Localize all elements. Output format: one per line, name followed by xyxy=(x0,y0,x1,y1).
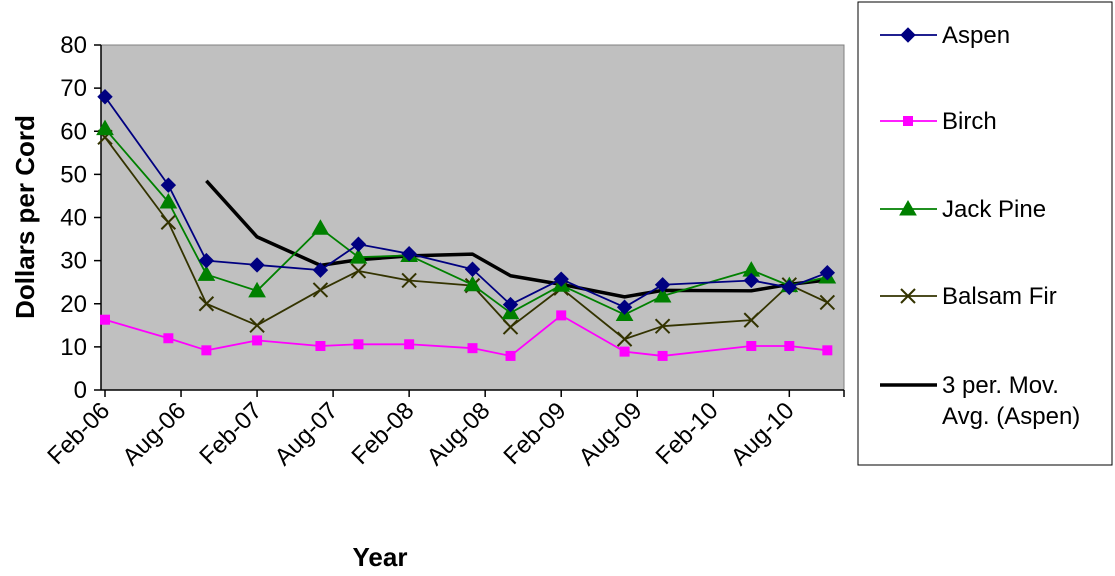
y-axis-title: Dollars per Cord xyxy=(10,115,40,319)
x-tick-label: Feb-10 xyxy=(651,397,724,470)
data-point-jack-pine xyxy=(311,219,330,235)
x-axis-title: Year xyxy=(353,542,408,572)
data-point-birch xyxy=(746,341,757,352)
data-point-birch xyxy=(315,341,326,352)
y-tick-label: 50 xyxy=(60,161,87,188)
x-tick-label: Aug-10 xyxy=(726,397,800,471)
data-point-birch xyxy=(784,341,795,352)
data-point-aspen xyxy=(312,262,329,278)
data-point-aspen xyxy=(819,264,836,281)
data-point-jack-pine xyxy=(463,275,482,292)
data-point-balsam-fir xyxy=(616,331,633,347)
y-tick-label: 0 xyxy=(74,377,87,404)
data-point-birch xyxy=(619,346,630,357)
plot-area xyxy=(100,44,845,391)
y-tick-label: 80 xyxy=(60,32,87,59)
x-tick-label: Feb-07 xyxy=(194,397,267,470)
data-point-balsam-fir xyxy=(198,296,215,312)
data-point-aspen xyxy=(160,177,177,193)
legend-swatch-marker xyxy=(903,116,913,126)
data-point-jack-pine xyxy=(349,248,368,264)
data-point-balsam-fir xyxy=(654,318,671,334)
data-point-birch xyxy=(404,339,415,350)
series-aspen xyxy=(97,89,836,315)
data-point-birch xyxy=(252,335,263,346)
data-point-aspen xyxy=(249,257,265,273)
x-tick-label: Feb-08 xyxy=(347,397,420,470)
data-point-balsam-fir xyxy=(350,263,367,279)
legend-label: 3 per. Mov. xyxy=(942,372,1059,399)
data-point-balsam-fir xyxy=(160,214,177,230)
data-point-balsam-fir xyxy=(502,319,519,335)
data-point-birch xyxy=(100,314,110,325)
data-point-aspen xyxy=(616,299,633,315)
data-point-birch xyxy=(556,310,567,321)
data-point-balsam-fir xyxy=(401,272,417,289)
legend-label: Avg. (Aspen) xyxy=(942,403,1080,430)
x-axis: Feb-06 Aug-06 Feb-07 Aug-07 Feb-08 Aug-08 Feb-… xyxy=(42,389,845,471)
legend-item-birch: Birch xyxy=(880,108,997,135)
data-point-aspen xyxy=(654,277,671,293)
data-point-balsam-fir xyxy=(743,312,760,328)
data-point-aspen xyxy=(198,252,215,269)
legend-item-jack-pine: Jack Pine xyxy=(880,196,1046,223)
y-tick-label: 20 xyxy=(60,291,87,318)
y-tick-label: 40 xyxy=(60,205,87,232)
x-tick-label: Aug-08 xyxy=(422,397,496,471)
x-tick-label: Aug-06 xyxy=(117,397,191,471)
y-tick-label: 30 xyxy=(60,248,87,275)
legend-item-balsam-fir: Balsam Fir xyxy=(880,283,1057,310)
data-point-aspen xyxy=(743,272,760,289)
data-point-birch xyxy=(657,350,668,361)
legend-swatch-marker xyxy=(900,27,916,43)
data-point-birch xyxy=(201,345,212,356)
data-point-birch xyxy=(467,343,478,354)
x-tick-label: Aug-09 xyxy=(574,397,648,471)
x-tick-label: Aug-07 xyxy=(270,397,344,471)
data-point-birch xyxy=(163,333,174,344)
series-layer xyxy=(96,89,837,361)
data-point-aspen xyxy=(781,279,798,296)
data-point-jack-pine xyxy=(653,286,672,303)
data-point-aspen xyxy=(553,271,569,287)
data-point-jack-pine xyxy=(159,192,178,209)
x-tick-label: Feb-09 xyxy=(499,397,572,470)
data-point-balsam-fir xyxy=(819,294,836,311)
legend-item-aspen: Aspen xyxy=(880,22,1010,49)
legend-swatch-marker xyxy=(899,199,917,216)
legend-item-3-per-mov-avg-aspen: 3 per. Mov. Avg. (Aspen) xyxy=(880,372,1080,430)
data-point-birch xyxy=(822,345,833,356)
series-birch xyxy=(100,310,833,361)
y-tick-label: 60 xyxy=(60,118,87,145)
x-tick-label: Feb-06 xyxy=(42,397,115,470)
y-tick-label: 70 xyxy=(60,75,87,102)
series-jack-pine xyxy=(96,119,837,322)
legend-box xyxy=(857,1,1113,466)
legend-label: Balsam Fir xyxy=(942,283,1057,310)
data-point-aspen xyxy=(97,89,113,105)
legend-swatch-marker xyxy=(900,288,916,304)
data-point-balsam-fir xyxy=(312,282,329,298)
data-point-aspen xyxy=(464,261,481,277)
legend-label: Aspen xyxy=(942,22,1010,49)
data-point-birch xyxy=(505,350,516,361)
data-point-aspen xyxy=(502,296,519,313)
legend-label: Jack Pine xyxy=(942,196,1046,223)
data-point-jack-pine xyxy=(248,281,266,298)
data-point-aspen xyxy=(350,236,367,252)
data-point-balsam-fir xyxy=(249,317,265,334)
data-point-birch xyxy=(353,339,364,350)
y-tick-label: 10 xyxy=(60,334,87,361)
data-point-jack-pine xyxy=(96,119,114,136)
y-axis: 0 10 20 30 40 50 60 70 80 xyxy=(60,32,102,404)
legend: Aspen Birch Jack Pine Balsam Fir 3 per. Mov.… xyxy=(857,1,1113,466)
data-point-aspen xyxy=(401,246,417,262)
data-point-jack-pine xyxy=(197,265,216,281)
legend-label: Birch xyxy=(942,108,997,135)
